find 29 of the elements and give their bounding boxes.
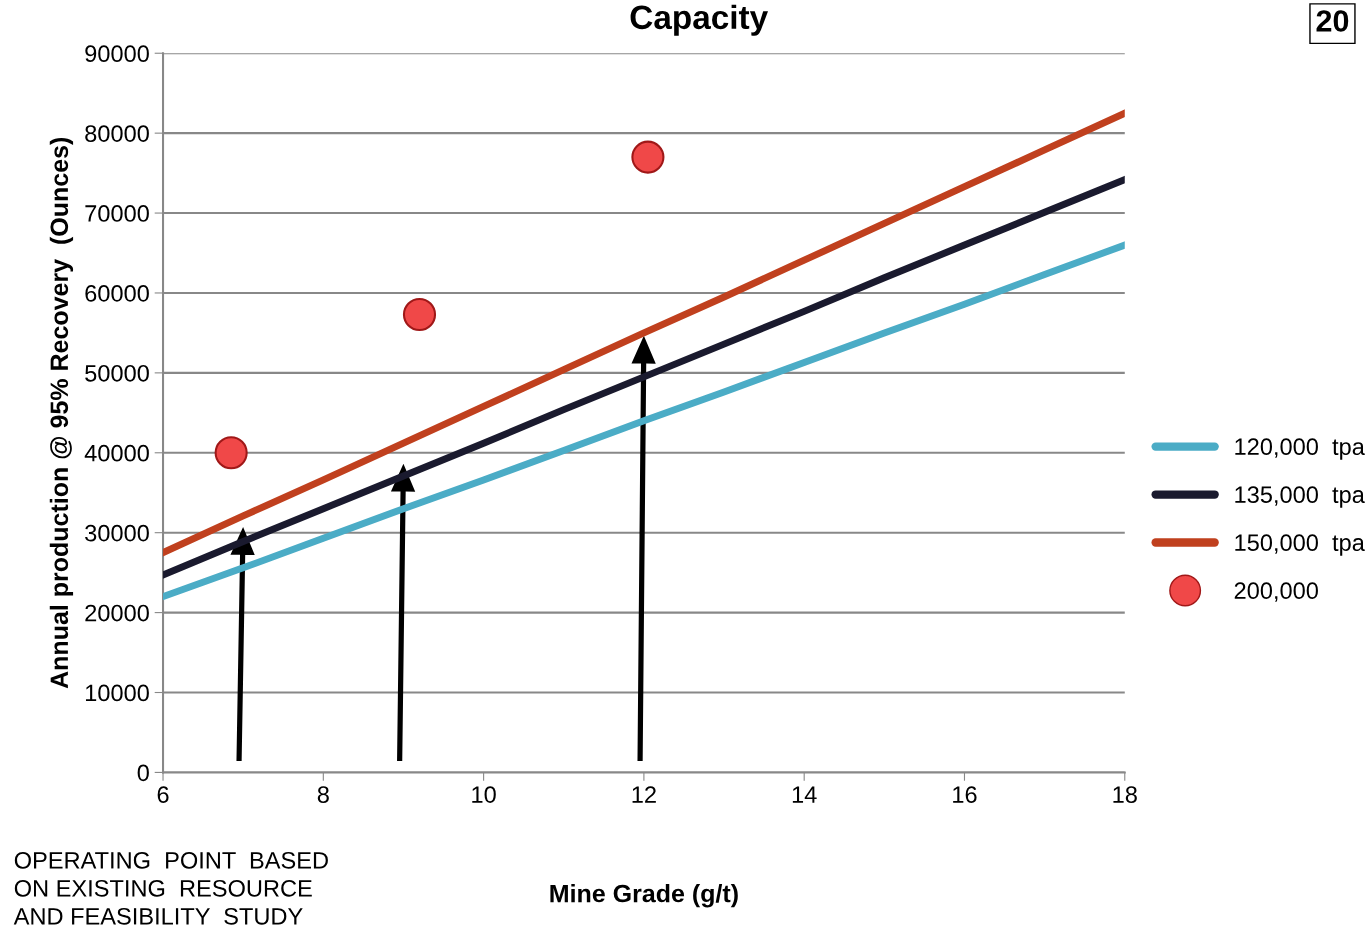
x-tick-label: 6: [157, 786, 169, 803]
x-tick-label: 8: [317, 786, 329, 803]
legend-label: 150,000 tpa: [1235, 534, 1365, 556]
y-tick-label: 90000: [85, 45, 149, 63]
y-tick-label: 20000: [85, 604, 149, 622]
x-tick-label: 18: [1113, 786, 1137, 803]
y-tick-label: 10000: [85, 684, 149, 702]
x-axis-title: Mine Grade (g/t): [550, 884, 738, 908]
y-tick-label: 30000: [85, 524, 149, 542]
x-tick-label: 16: [953, 786, 977, 803]
y-tick-label: 70000: [85, 205, 149, 222]
chart-title: Capacity: [630, 4, 768, 36]
text: OPERATING POINT BASED ON EXISTING RESOURCE AND FEASIBILITY STUDY: [13, 851, 328, 925]
text: 20: [1316, 10, 1349, 32]
point: [214, 436, 248, 470]
y-tick-label: 50000: [85, 364, 149, 382]
y-tick-label: 0: [137, 764, 149, 782]
legend-label: 200,000: [1234, 582, 1318, 602]
y-tick-label: 40000: [84, 444, 149, 462]
x-tick-label: 12: [632, 786, 656, 803]
legend-label: 135,000 tpa: [1235, 486, 1365, 508]
y-tick-label: 80000: [85, 125, 149, 142]
point: [631, 140, 665, 174]
point: [402, 297, 437, 332]
y-tick-label: 60000: [85, 285, 149, 302]
x-tick-label: 10: [472, 786, 496, 803]
legend-label: 120,000 tpa: [1235, 438, 1365, 460]
x-tick-label: 14: [792, 786, 817, 803]
y-axis-title: Annual production @ 95% Recovery (Ounces): [49, 137, 74, 689]
